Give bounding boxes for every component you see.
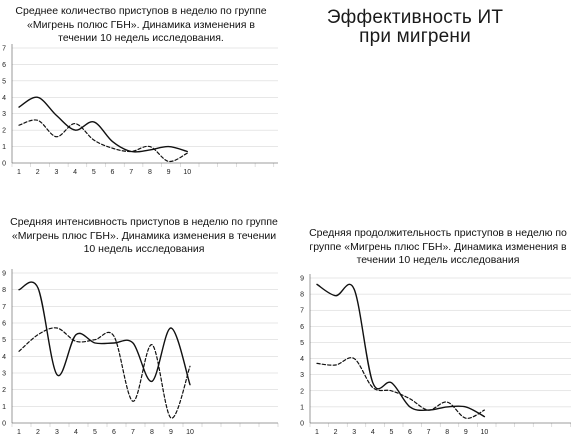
x-tick-label: 4 xyxy=(73,169,77,176)
y-tick-label: 4 xyxy=(300,356,304,363)
x-tick-label: 7 xyxy=(427,429,431,436)
x-tick-label: 4 xyxy=(74,429,78,436)
y-tick-label: 6 xyxy=(2,321,6,328)
series-line-dashed xyxy=(316,357,485,419)
chart-title-attack-duration: Средняя продолжительность приступов в не… xyxy=(309,227,567,266)
x-tick-label: 3 xyxy=(54,169,58,176)
x-tick-label: 6 xyxy=(408,429,412,436)
y-tick-label: 0 xyxy=(2,421,6,428)
x-tick-label: 6 xyxy=(111,169,115,176)
x-tick-label: 2 xyxy=(36,169,40,176)
chart-attack-duration: 0 1 2 3 4 5 6 7 8 9 1 2 3 4 5 6 7 8 9 10 xyxy=(300,274,571,436)
y-tick-label: 7 xyxy=(2,46,6,53)
y-tick-label: 0 xyxy=(300,421,304,428)
x-tick-label: 1 xyxy=(315,429,319,436)
x-tick-label: 8 xyxy=(150,429,154,436)
x-tick-label: 5 xyxy=(92,169,96,176)
y-tick-label: 7 xyxy=(300,308,304,315)
x-tick-label: 9 xyxy=(167,169,171,176)
series-line-dashed xyxy=(18,327,191,419)
y-tick-label: 5 xyxy=(2,337,6,344)
x-tick-label: 2 xyxy=(334,429,338,436)
y-tick-label: 5 xyxy=(300,340,304,347)
x-tick-label: 6 xyxy=(112,429,116,436)
x-tick-label: 10 xyxy=(481,429,489,436)
x-tick-label: 7 xyxy=(129,169,133,176)
x-tick-label: 1 xyxy=(17,169,21,176)
y-tick-label: 3 xyxy=(2,371,6,378)
x-tick-label: 3 xyxy=(55,429,59,436)
chart-title-attack-count: Среднее количество приступов в неделю по… xyxy=(15,5,267,44)
page-title: Эффективность ИТ при мигрени xyxy=(326,7,504,47)
x-tick-label: 8 xyxy=(148,169,152,176)
y-tick-label: 1 xyxy=(2,144,6,151)
y-tick-label: 9 xyxy=(2,271,6,278)
y-tick-label: 6 xyxy=(2,62,6,69)
y-tick-label: 3 xyxy=(300,372,304,379)
y-tick-label: 9 xyxy=(300,276,304,283)
series-line-solid xyxy=(18,281,191,386)
y-tick-label: 5 xyxy=(2,78,6,85)
x-tick-label: 10 xyxy=(183,169,191,176)
x-tick-label: 5 xyxy=(389,429,393,436)
x-tick-label: 7 xyxy=(131,429,135,436)
y-tick-label: 6 xyxy=(300,324,304,331)
y-tick-label: 2 xyxy=(300,388,304,395)
x-tick-label: 3 xyxy=(352,429,356,436)
x-tick-label: 5 xyxy=(93,429,97,436)
x-tick-label: 9 xyxy=(169,429,173,436)
y-tick-label: 4 xyxy=(2,95,6,102)
y-tick-label: 4 xyxy=(2,354,6,361)
series-line-dashed xyxy=(18,119,188,163)
series-line-solid xyxy=(18,96,188,153)
x-tick-label: 10 xyxy=(186,429,194,436)
y-tick-label: 7 xyxy=(2,304,6,311)
y-tick-label: 8 xyxy=(2,287,6,294)
y-tick-label: 1 xyxy=(2,404,6,411)
y-tick-label: 2 xyxy=(2,387,6,394)
x-tick-label: 2 xyxy=(36,429,40,436)
chart-attack-count: 0 1 2 3 4 5 6 7 1 2 3 4 5 6 7 8 9 10 xyxy=(2,44,278,176)
x-tick-label: 8 xyxy=(445,429,449,436)
x-tick-label: 1 xyxy=(17,429,21,436)
x-tick-label: 4 xyxy=(371,429,375,436)
y-tick-label: 2 xyxy=(2,128,6,135)
y-tick-label: 0 xyxy=(2,161,6,168)
x-tick-label: 9 xyxy=(464,429,468,436)
chart-attack-intensity: 0 1 2 3 4 5 6 7 8 9 1 2 3 4 5 6 7 8 9 10 xyxy=(2,269,279,436)
y-tick-label: 3 xyxy=(2,111,6,118)
y-tick-label: 1 xyxy=(300,404,304,411)
chart-title-attack-intensity: Средняя интенсивность приступов в неделю… xyxy=(10,216,278,255)
y-tick-label: 8 xyxy=(300,292,304,299)
series-line-solid xyxy=(316,283,486,418)
